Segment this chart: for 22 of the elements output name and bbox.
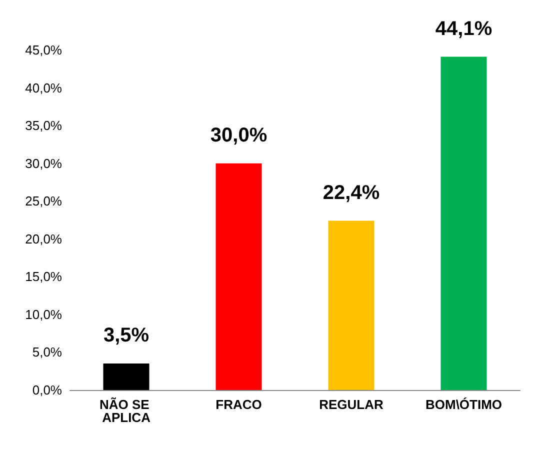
data-label: 3,5% bbox=[103, 324, 150, 347]
x-tick-label: BOM\ÓTIMO bbox=[425, 397, 502, 412]
x-tick-label: FRACO bbox=[216, 397, 262, 412]
y-tick-label: 30,0% bbox=[25, 156, 62, 171]
y-tick-label: 0,0% bbox=[32, 382, 62, 398]
bar bbox=[216, 163, 262, 390]
x-tick-label: REGULAR bbox=[319, 397, 384, 412]
bar bbox=[103, 364, 150, 390]
y-tick-label: 15,0% bbox=[25, 269, 62, 284]
bar bbox=[328, 220, 374, 390]
bar bbox=[440, 56, 487, 390]
y-tick-label: 5,0% bbox=[32, 344, 62, 360]
y-tick-label: 10,0% bbox=[25, 306, 62, 322]
y-tick-label: 45,0% bbox=[25, 42, 62, 58]
data-label: 44,1% bbox=[435, 18, 492, 40]
data-label: 22,4% bbox=[322, 182, 380, 204]
x-tick-label: NÃO SE APLICA bbox=[100, 397, 153, 425]
y-tick-label: 20,0% bbox=[25, 231, 62, 246]
y-tick-label: 40,0% bbox=[25, 80, 62, 96]
y-tick-label: 25,0% bbox=[25, 194, 62, 209]
data-label: 30,0% bbox=[210, 124, 268, 146]
y-tick-label: 35,0% bbox=[25, 118, 62, 134]
